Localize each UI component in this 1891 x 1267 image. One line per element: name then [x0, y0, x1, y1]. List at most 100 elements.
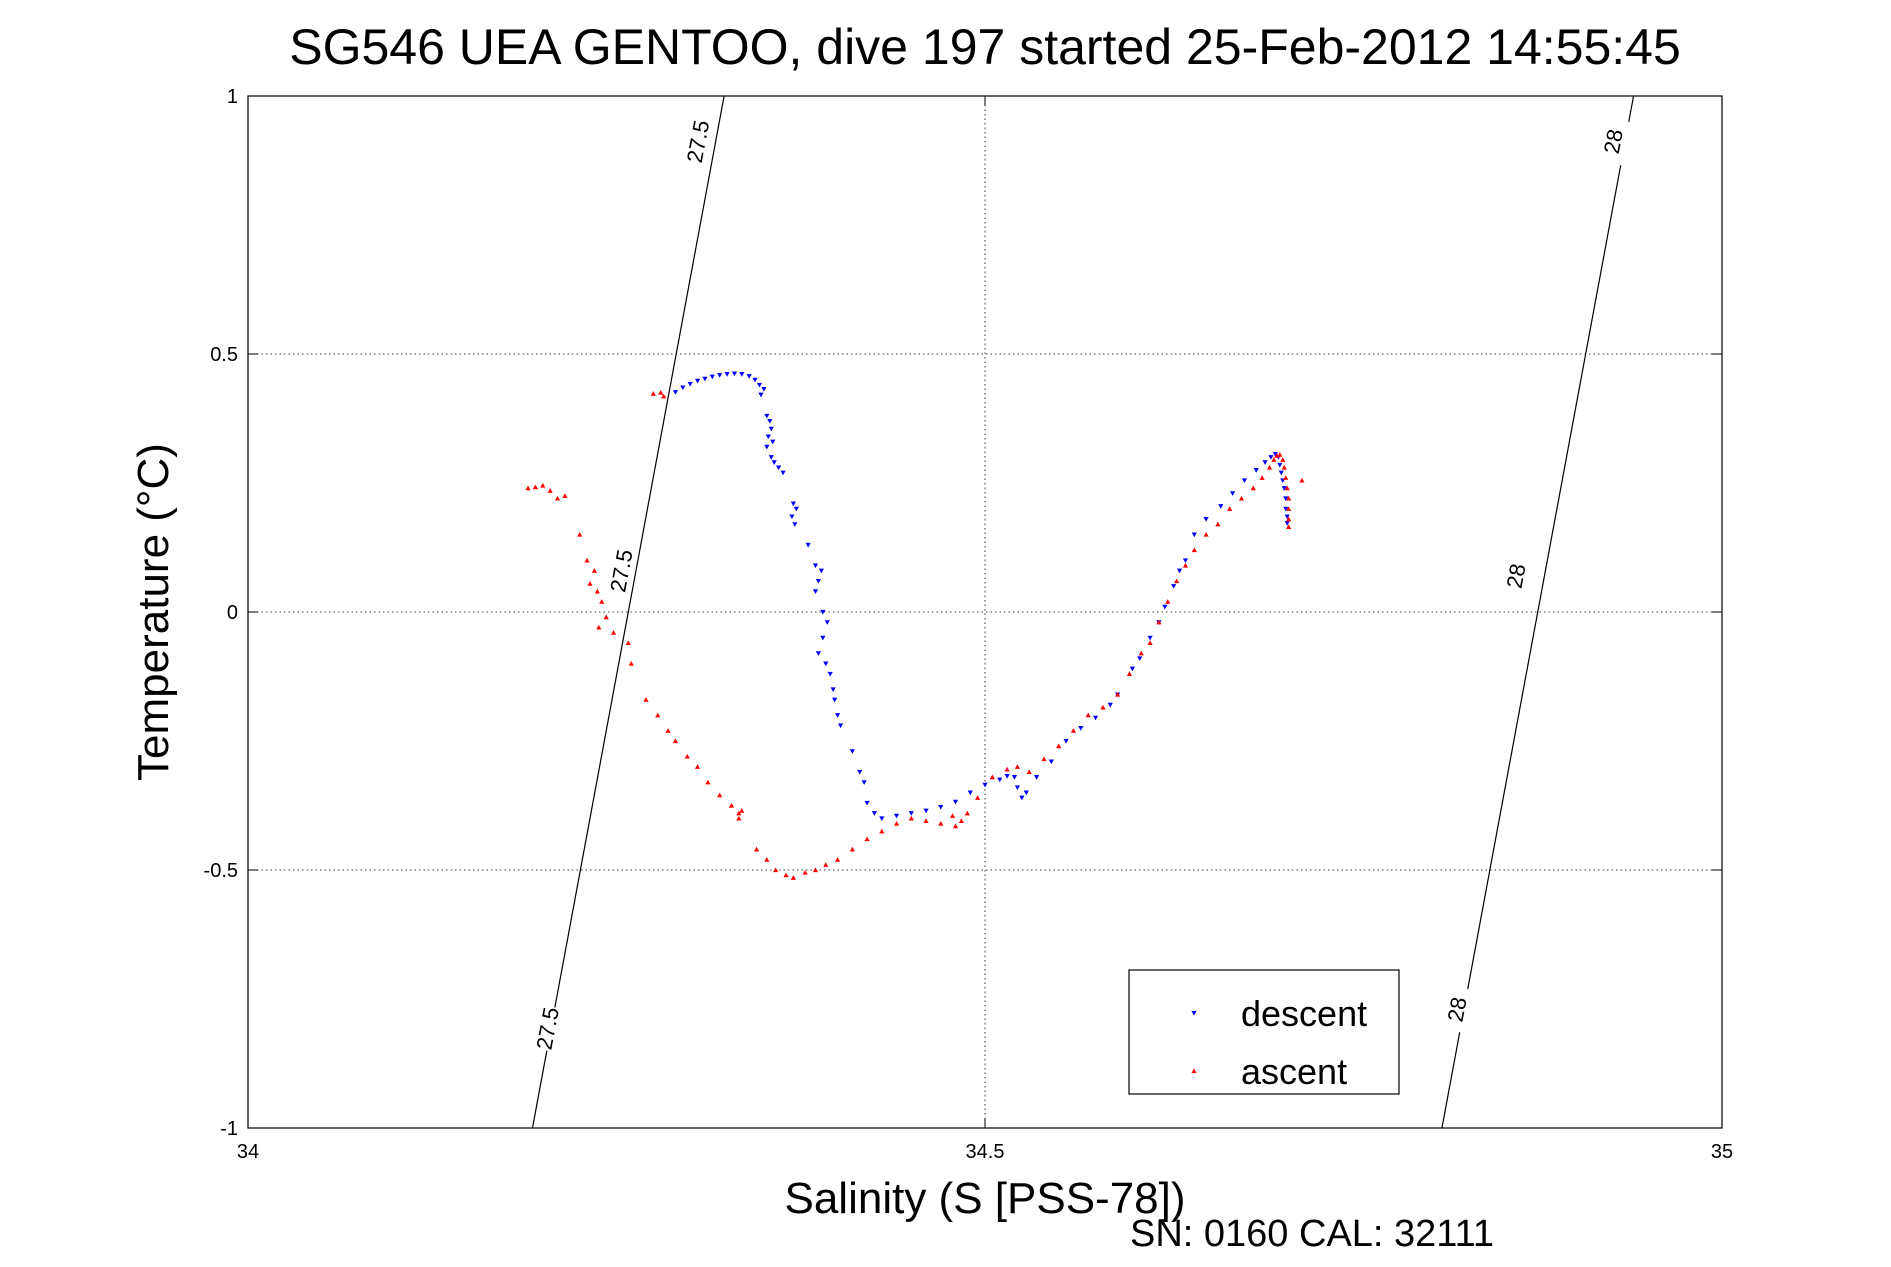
descent-point [687, 381, 693, 387]
ascent-point [849, 846, 855, 852]
ascent-point [603, 614, 609, 620]
ascent-point [1004, 766, 1010, 772]
density-contour-line [1441, 95, 1635, 1129]
descent-point [1147, 635, 1153, 641]
descent-point [1171, 584, 1177, 589]
descent-point [793, 506, 799, 512]
ascent-point [532, 484, 539, 490]
descent-point [1281, 486, 1287, 491]
ascent-point [989, 774, 995, 780]
ascent-point [1014, 764, 1021, 769]
descent-point [764, 444, 770, 450]
descent-point [861, 780, 867, 785]
descent-point [1191, 532, 1197, 538]
descent-point [758, 392, 764, 398]
descent-point [1048, 759, 1054, 765]
descent-point [1014, 785, 1021, 791]
descent-point [792, 522, 798, 527]
ascent-point [893, 820, 900, 826]
descent-point [1218, 504, 1224, 509]
y-axis-label: Temperature (°C) [129, 443, 178, 781]
ascent-point [1165, 599, 1171, 604]
ascent-point [584, 557, 590, 563]
ascent-point [952, 823, 959, 829]
descent-point [1241, 478, 1248, 484]
ascent-point [1115, 691, 1121, 697]
ascent-point [964, 810, 970, 816]
ascent-point [1259, 475, 1265, 480]
descent-point [812, 563, 819, 569]
descent-point [768, 455, 774, 460]
descent-point [857, 769, 863, 775]
descent-point [1176, 568, 1183, 574]
descent-point [724, 372, 730, 377]
ascent-point [736, 815, 742, 821]
ascent-point [773, 867, 779, 873]
descent-point [790, 501, 796, 507]
ascent-point [823, 862, 829, 867]
descent-point [1278, 470, 1284, 476]
descent-point [1004, 774, 1010, 779]
legend-label-descent: descent [1241, 993, 1367, 1034]
ascent-point [577, 532, 583, 537]
ascent-point [594, 588, 600, 594]
ascent-point [1203, 532, 1209, 537]
descent-point [739, 372, 745, 377]
descent-point [746, 374, 752, 379]
ascent-point [975, 795, 981, 800]
ascent-point [1070, 728, 1077, 733]
descent-point [938, 804, 944, 810]
ascent-point [1026, 769, 1032, 775]
y-tick-label: 0 [227, 602, 238, 624]
descent-point [1230, 491, 1236, 496]
contour-label-gap [1497, 551, 1534, 601]
density-contour-line [531, 95, 725, 1129]
ascent-point [562, 493, 568, 498]
descent-point [717, 373, 723, 378]
ascent-point [705, 779, 711, 785]
descent-point [832, 697, 838, 703]
descent-point [770, 439, 776, 445]
descent-point [694, 378, 701, 384]
legend-marker-descent [1191, 1010, 1197, 1016]
descent-point [767, 419, 773, 424]
descent-point [818, 568, 824, 574]
descent-point [776, 465, 782, 471]
ascent-point [540, 482, 546, 488]
ascent-point [1100, 704, 1106, 710]
ascent-point [1283, 475, 1289, 480]
descent-point [1129, 666, 1135, 672]
ascent-point [661, 393, 667, 399]
descent-point [849, 749, 855, 754]
ascent-point [1271, 457, 1277, 462]
serial-calibration-note: SN: 0160 CAL: 32111 [1130, 1213, 1494, 1255]
chart-title: SG546 UEA GENTOO, dive 197 started 25-Fe… [289, 19, 1681, 75]
x-tick-label: 34.5 [966, 1141, 1005, 1163]
ascent-point [643, 697, 649, 702]
descent-point [709, 374, 715, 380]
ascent-point [938, 820, 944, 826]
contour-label-gap [603, 546, 639, 595]
ascent-point [655, 712, 661, 718]
descent-point [765, 434, 771, 440]
descent-point [815, 651, 822, 656]
ascent-point [1286, 516, 1292, 522]
descent-point [1011, 775, 1018, 780]
legend-box [1128, 969, 1400, 1095]
ascent-point [753, 846, 760, 852]
descent-point [1284, 514, 1290, 520]
ascent-point [1280, 457, 1286, 462]
ascent-point [908, 815, 914, 821]
ascent-point [1182, 562, 1189, 568]
ascent-point [1277, 452, 1283, 457]
ascent-point [812, 867, 819, 873]
ascent-point [923, 818, 929, 824]
legend-marker-ascent [1191, 1068, 1197, 1074]
descent-point [1033, 775, 1040, 780]
ascent-point [1138, 650, 1144, 656]
descent-point [1268, 455, 1274, 460]
